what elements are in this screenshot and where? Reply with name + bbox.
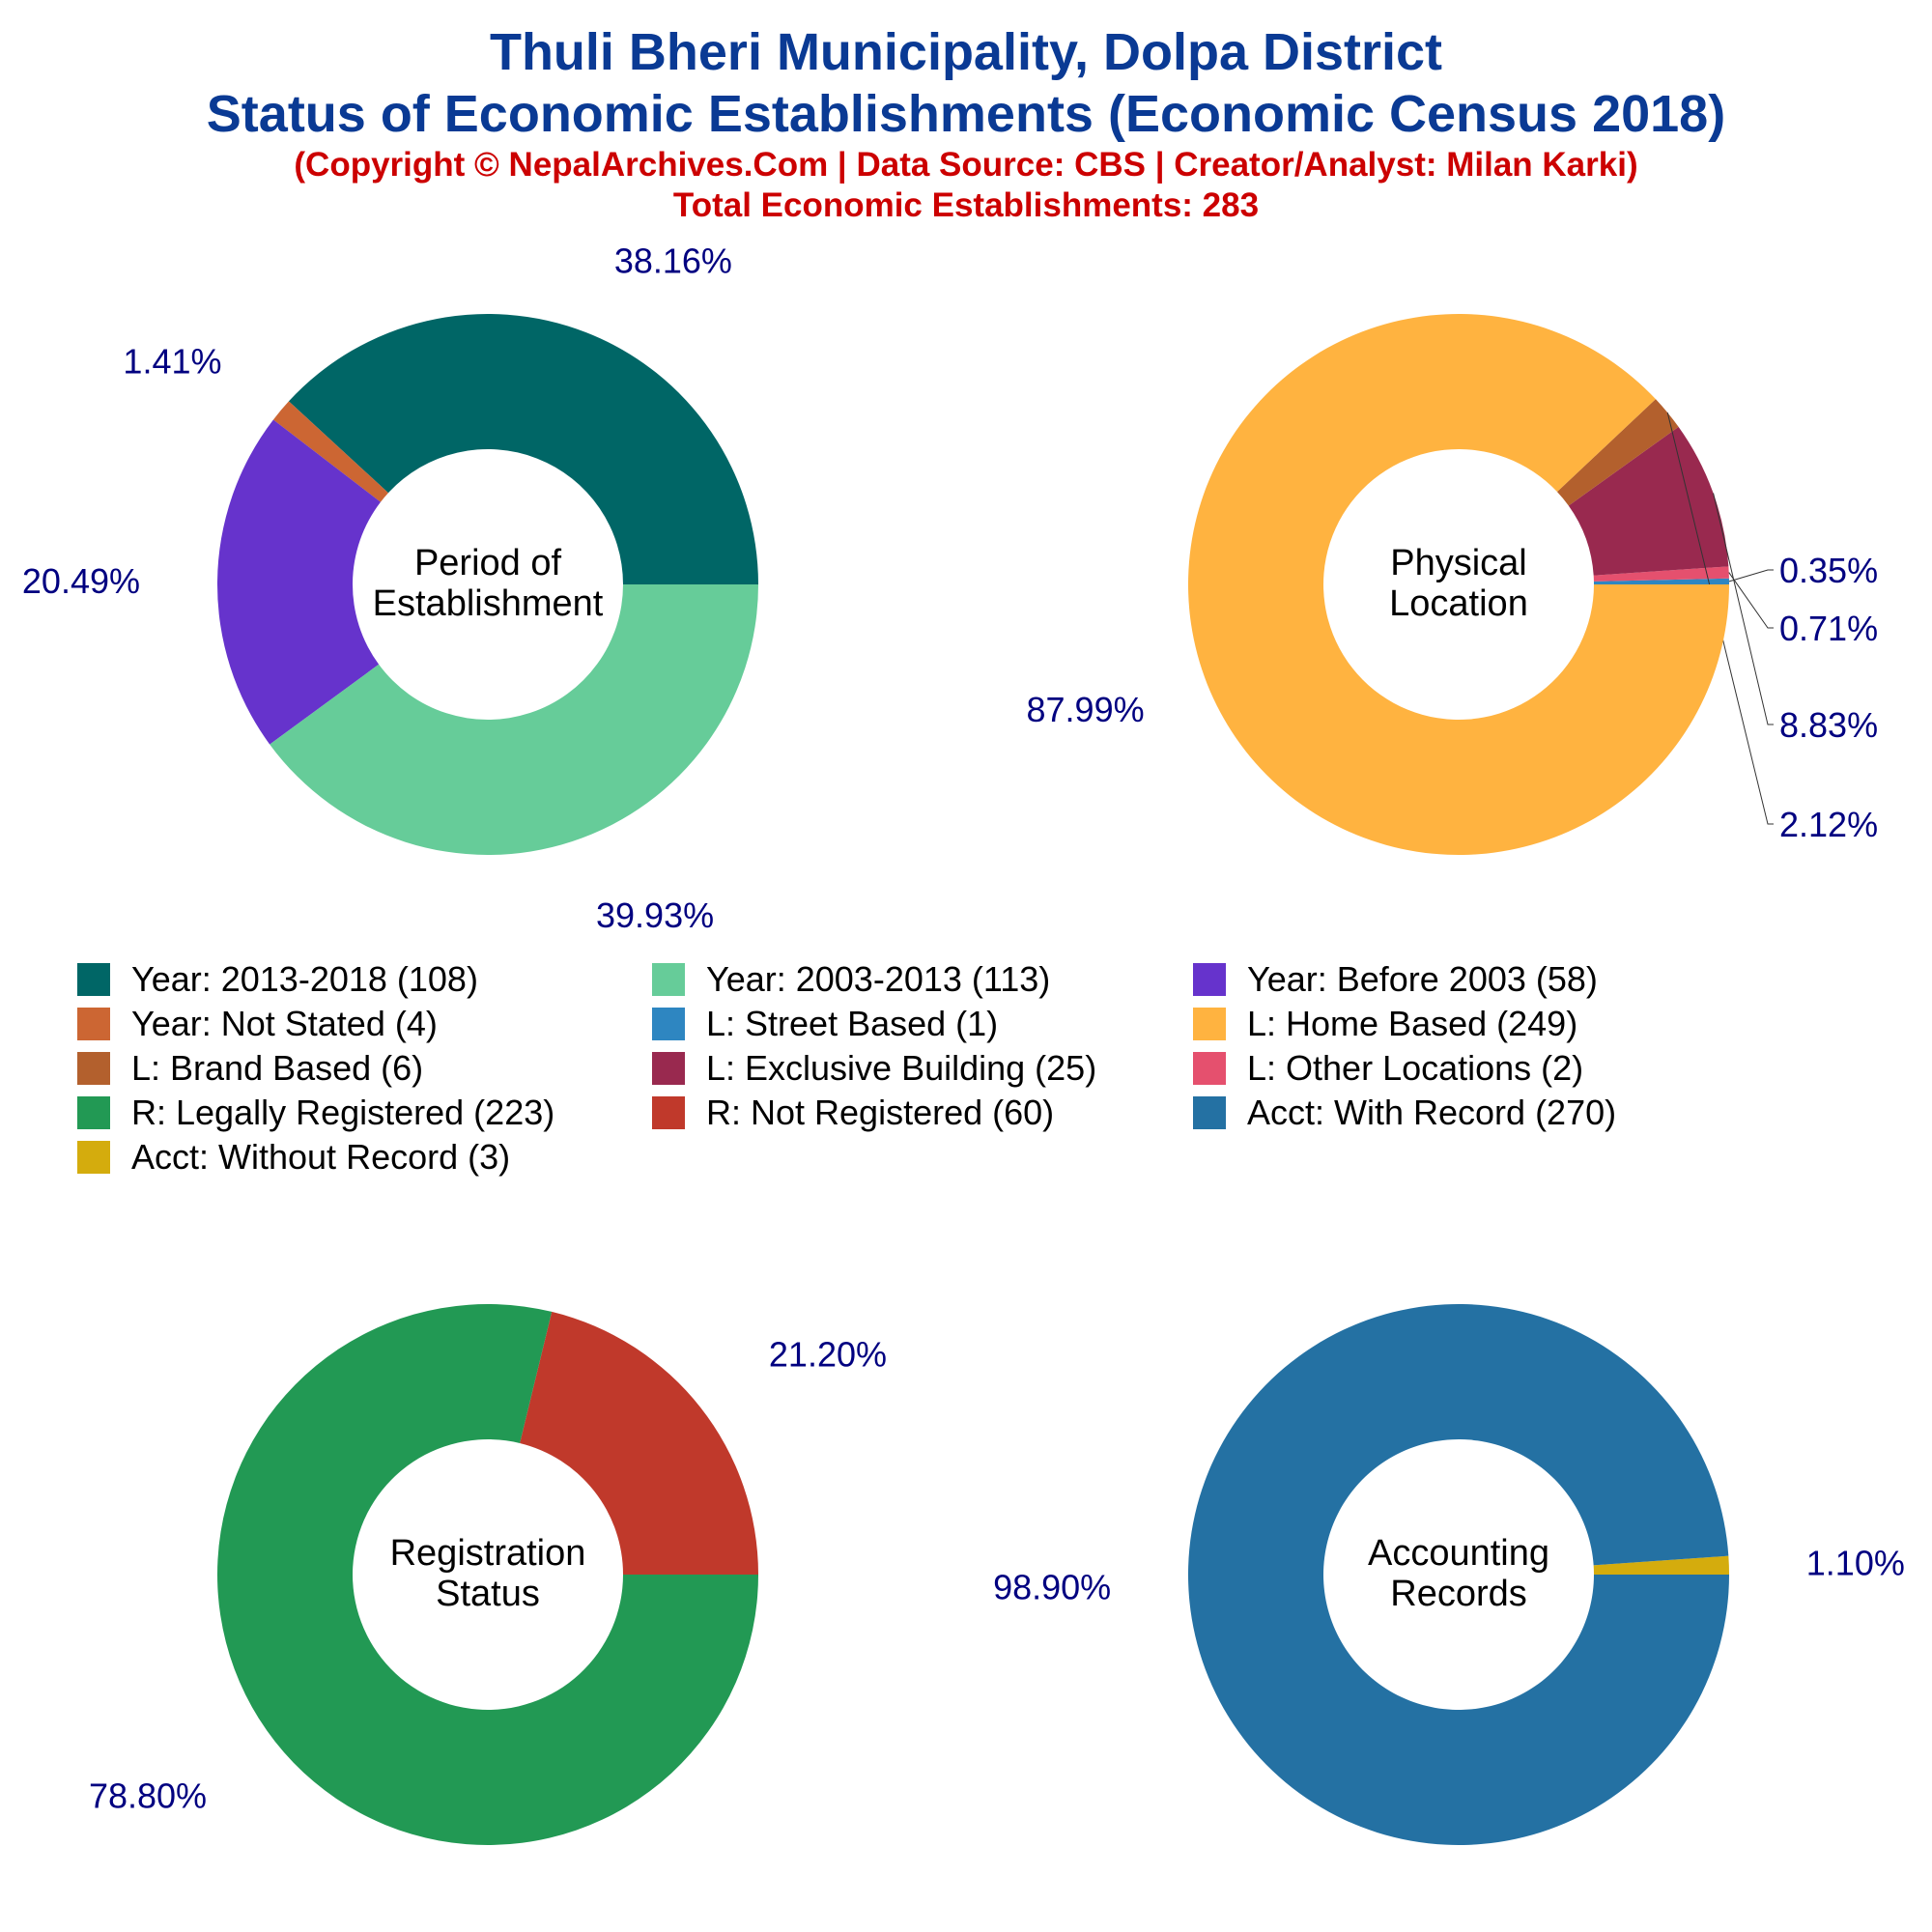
legend-swatch [1193,1096,1226,1129]
legend-swatch [652,1052,685,1085]
legend-item: R: Legally Registered (223) [77,1093,652,1132]
legend-label: L: Other Locations (2) [1247,1048,1584,1088]
legend-label: R: Not Registered (60) [706,1093,1055,1132]
legend-label: Year: 2013-2018 (108) [131,959,478,999]
legend-item: Acct: Without Record (3) [77,1137,652,1177]
legend-item: L: Home Based (249) [1193,1004,1773,1043]
legend-label: L: Brand Based (6) [131,1048,424,1088]
slice-percent-label: 78.80% [89,1776,207,1816]
slice-percent-label: 87.99% [1027,690,1145,729]
legend-label: L: Exclusive Building (25) [706,1048,1097,1088]
donut-center-label: Registration [390,1533,586,1574]
pie-slice [288,313,758,584]
slice-percent-label: 38.16% [614,242,732,281]
pie-slice [1593,578,1729,584]
legend: Year: 2013-2018 (108) Year: 2003-2013 (11… [77,959,1864,1177]
slice-percent-label: 0.35% [1779,551,1878,590]
legend-swatch [1193,1052,1226,1085]
legend-item: L: Street Based (1) [652,1004,1193,1043]
legend-swatch [1193,1008,1226,1040]
slice-percent-label: 0.71% [1779,609,1878,648]
legend-swatch [652,1096,685,1129]
pie-slice [1187,1303,1729,1845]
legend-item: L: Other Locations (2) [1193,1048,1773,1088]
legend-item: Year: 2013-2018 (108) [77,959,652,999]
pie-slice [1593,566,1729,582]
total-establishments: Total Economic Establishments: 283 [672,186,1260,224]
slice-percent-label: 39.93% [596,895,714,935]
pie-slice [216,1303,758,1845]
pie-slice [1593,1555,1729,1575]
pie-slice [1556,399,1679,506]
pie-slice [270,584,758,856]
legend-item: Acct: With Record (270) [1193,1093,1773,1132]
donut-chart: 0.35% 0.71% 8.83% 2.12% 87.99% PhysicalLocati… [1027,313,1878,855]
legend-swatch [77,1141,110,1174]
legend-item: L: Brand Based (6) [77,1048,652,1088]
donut-center-label: Establishment [373,583,604,624]
pie-slice [520,1311,759,1575]
donut-center-label: Physical [1390,543,1527,583]
legend-label: Year: 2003-2013 (113) [706,959,1051,999]
pie-slice [272,401,388,502]
legend-item: R: Not Registered (60) [652,1093,1193,1132]
legend-label: Year: Not Stated (4) [131,1004,438,1043]
legend-swatch [77,1008,110,1040]
slice-percent-label: 2.12% [1779,805,1878,844]
legend-swatch [77,1052,110,1085]
slice-percent-label: 98.90% [993,1567,1111,1606]
slice-percent-label: 1.10% [1806,1544,1905,1583]
legend-label: Acct: With Record (270) [1247,1093,1617,1132]
label-leader-line [1728,569,1774,582]
legend-swatch [1193,963,1226,996]
legend-item: Year: Not Stated (4) [77,1004,652,1043]
donut-center-label: Records [1390,1574,1527,1614]
donut-center-label: Location [1389,583,1528,624]
label-leader-line [1713,493,1774,725]
chart-header: Thuli Bheri Municipality, Dolpa District… [0,21,1932,226]
pie-slice [1187,313,1729,855]
chart-title-line-2: Status of Economic Establishments (Econo… [206,85,1726,143]
label-leader-line [1666,412,1774,825]
slice-percent-label: 8.83% [1779,705,1878,745]
pie-slice [217,419,381,745]
donut-center-label: Accounting [1368,1533,1549,1574]
legend-swatch [77,963,110,996]
legend-item: Year: Before 2003 (58) [1193,959,1773,999]
legend-label: Year: Before 2003 (58) [1247,959,1598,999]
legend-label: L: Street Based (1) [706,1004,999,1043]
donut-chart: 38.16% 1.41% 20.49% 39.93% Period ofEstablis… [22,242,758,935]
donut-center-label: Status [436,1574,540,1614]
slice-percent-label: 20.49% [22,561,140,601]
slice-percent-label: 1.41% [123,341,221,381]
chart-title-line-1: Thuli Bheri Municipality, Dolpa District [489,23,1443,81]
donut-center-label: Period of [414,543,562,583]
legend-item: L: Exclusive Building (25) [652,1048,1193,1088]
legend-label: R: Legally Registered (223) [131,1093,555,1132]
label-leader-line [1728,572,1774,629]
legend-label: Acct: Without Record (3) [131,1137,511,1177]
legend-swatch [652,1008,685,1040]
legend-swatch [77,1096,110,1129]
legend-swatch [652,963,685,996]
legend-label: L: Home Based (249) [1247,1004,1578,1043]
slice-percent-label: 21.20% [769,1334,887,1374]
legend-item: Year: 2003-2013 (113) [652,959,1193,999]
copyright-note: (Copyright © NepalArchives.Com | Data So… [294,146,1638,184]
pie-slice [1568,426,1729,576]
